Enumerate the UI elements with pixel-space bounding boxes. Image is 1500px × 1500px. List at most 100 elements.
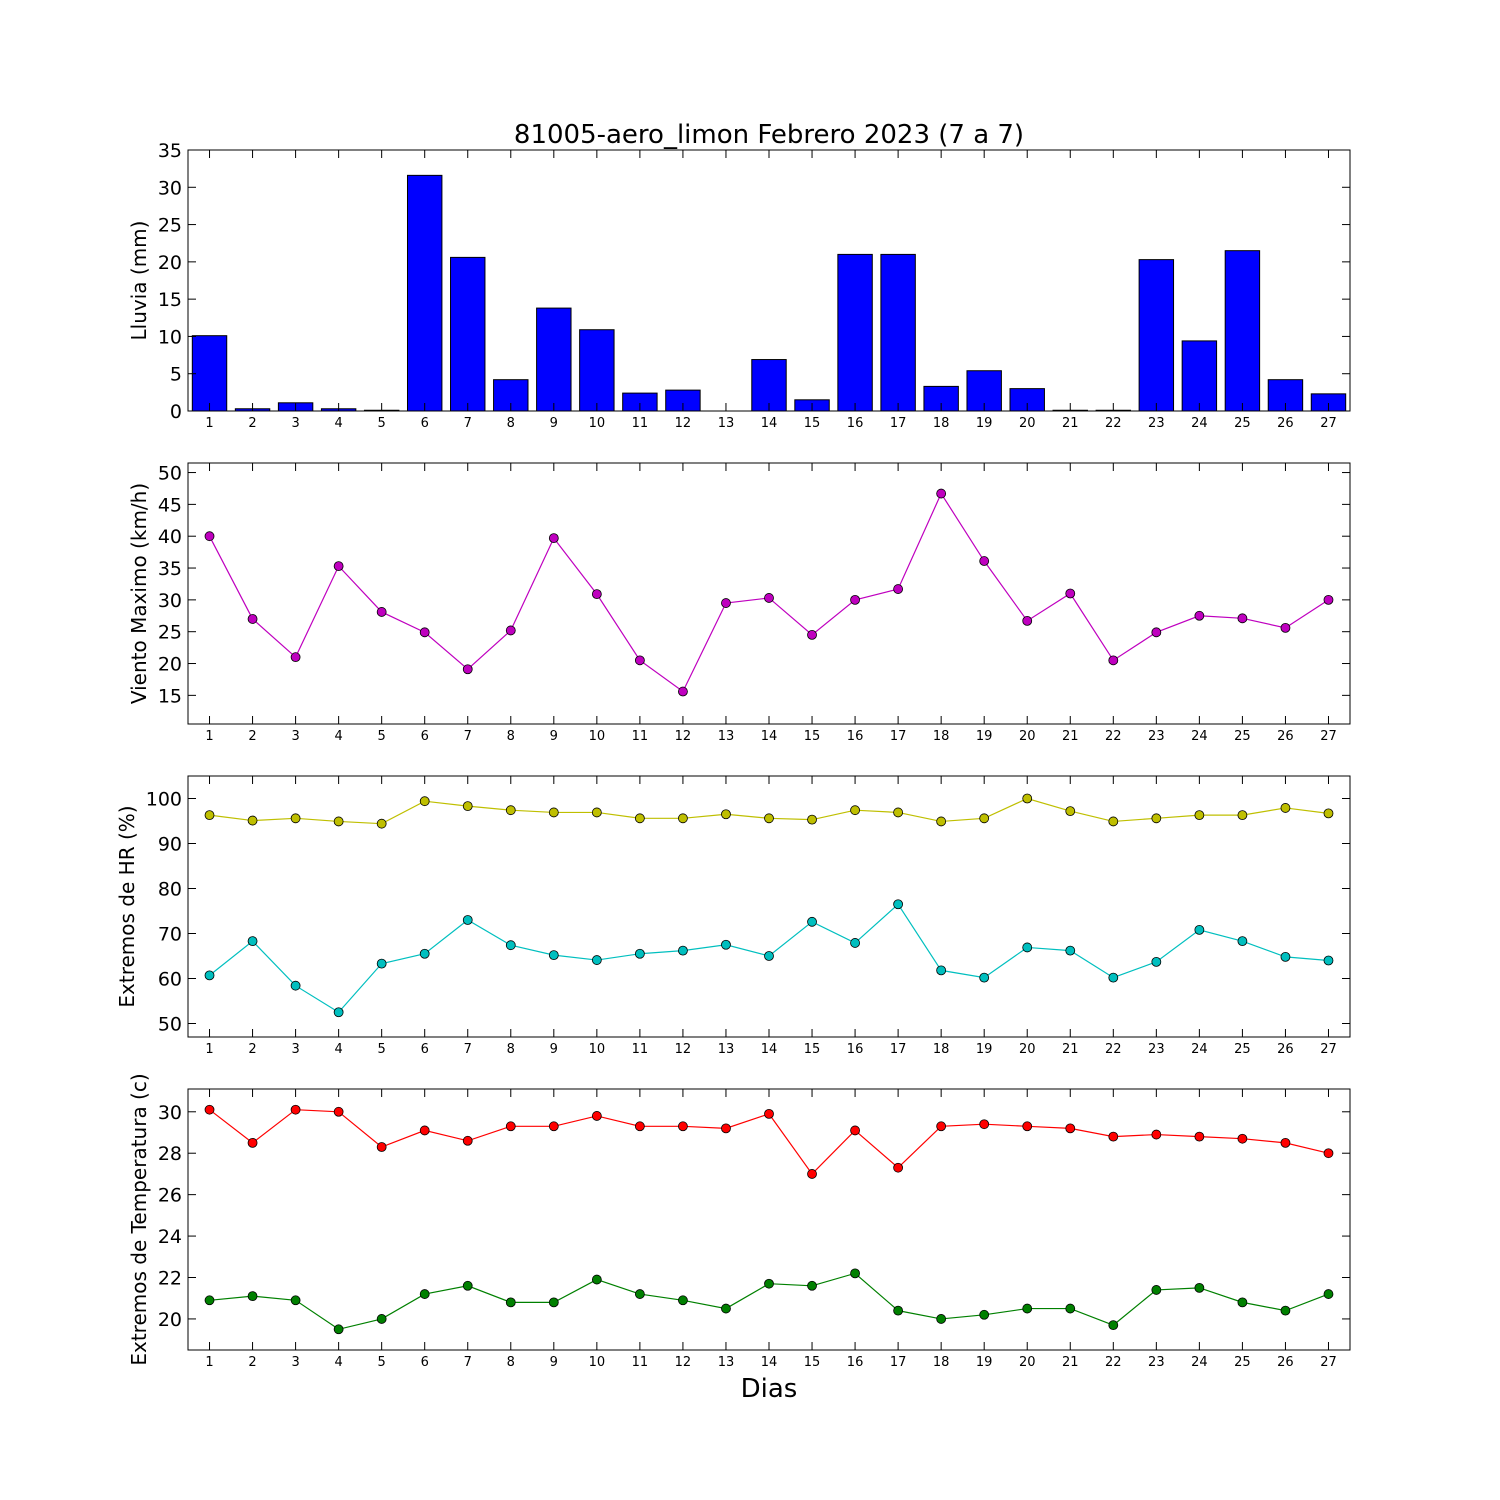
y-tick-label: 35 xyxy=(158,140,182,162)
point-series-2-day-3 xyxy=(290,1295,301,1306)
x-tick-label: 2 xyxy=(248,729,256,744)
point-series-1-day-23 xyxy=(1151,627,1162,638)
point-series-2-day-15 xyxy=(807,1280,817,1291)
x-tick-label: 9 xyxy=(550,416,558,431)
x-tick-label: 17 xyxy=(890,1042,907,1057)
x-tick-label: 25 xyxy=(1234,1042,1251,1057)
point-series-2-day-17 xyxy=(893,1305,904,1316)
point-series-1-day-16 xyxy=(850,1125,860,1136)
x-tick-label: 5 xyxy=(378,1042,386,1057)
x-tick-label: 23 xyxy=(1148,1042,1165,1057)
x-tick-label: 6 xyxy=(421,1042,429,1057)
point-series-1-day-3 xyxy=(290,813,301,824)
point-series-1-day-3 xyxy=(290,652,301,663)
point-series-2-day-3 xyxy=(290,980,301,991)
x-tick-label: 13 xyxy=(718,729,735,744)
bar-day-14 xyxy=(751,359,787,412)
point-series-2-day-14 xyxy=(764,1278,774,1289)
point-series-1-day-13 xyxy=(721,809,731,820)
x-tick-label: 5 xyxy=(378,1355,386,1370)
x-tick-label: 8 xyxy=(507,416,515,431)
x-tick-label: 10 xyxy=(589,1355,606,1370)
point-series-2-day-12 xyxy=(678,945,688,956)
point-series-2-day-25 xyxy=(1237,936,1248,947)
x-tick-label: 9 xyxy=(550,1355,558,1370)
point-series-2-day-6 xyxy=(419,948,430,959)
point-series-2-day-8 xyxy=(505,940,516,951)
point-series-1-day-9 xyxy=(548,533,559,544)
y-tick-label: 0 xyxy=(170,401,182,423)
bar-day-6 xyxy=(406,174,443,412)
point-series-1-day-16 xyxy=(850,805,860,816)
x-tick-label: 24 xyxy=(1191,729,1208,744)
point-series-1-day-5 xyxy=(376,607,387,617)
point-series-1-day-4 xyxy=(333,816,344,827)
x-tick-label: 9 xyxy=(550,1042,558,1057)
x-tick-label: 25 xyxy=(1234,416,1251,431)
x-tick-label: 23 xyxy=(1148,416,1165,431)
x-tick-label: 1 xyxy=(205,729,213,744)
point-series-1-day-15 xyxy=(807,1169,817,1179)
x-tick-label: 17 xyxy=(890,1355,907,1370)
point-series-1-day-13 xyxy=(721,1123,731,1134)
y-tick-label: 25 xyxy=(158,215,182,237)
y-tick-label: 20 xyxy=(158,1309,182,1331)
bar-day-7 xyxy=(450,256,486,412)
x-tick-label: 3 xyxy=(291,1355,299,1370)
x-tick-label: 4 xyxy=(334,1355,342,1370)
y-tick-label: 45 xyxy=(158,494,182,516)
point-series-2-day-20 xyxy=(1022,942,1033,953)
point-series-2-day-23 xyxy=(1151,1285,1162,1295)
y-tick-label: 10 xyxy=(158,326,182,348)
point-series-1-day-17 xyxy=(893,584,904,594)
point-series-1-day-14 xyxy=(764,1108,774,1119)
y-tick-label: 90 xyxy=(158,834,182,856)
point-series-2-day-13 xyxy=(721,1303,731,1314)
point-series-1-day-11 xyxy=(634,813,645,824)
x-tick-label: 14 xyxy=(761,1042,778,1057)
point-series-1-day-7 xyxy=(462,664,473,675)
x-tick-label: 10 xyxy=(589,416,606,431)
point-series-1-day-20 xyxy=(1022,1121,1033,1132)
bar-day-9 xyxy=(536,307,572,412)
point-series-2-day-13 xyxy=(721,939,731,950)
point-series-1-day-18 xyxy=(936,1121,947,1132)
point-series-2-day-9 xyxy=(548,950,559,960)
y-tick-label: 35 xyxy=(158,558,182,580)
point-series-2-day-7 xyxy=(462,1280,473,1291)
point-series-1-day-23 xyxy=(1151,1129,1162,1140)
point-series-1-day-2 xyxy=(247,614,258,624)
point-series-1-day-2 xyxy=(247,815,258,826)
point-series-1-day-24 xyxy=(1194,810,1205,821)
point-series-1-day-8 xyxy=(505,1121,516,1132)
x-tick-label: 9 xyxy=(550,729,558,744)
point-series-1-day-3 xyxy=(290,1104,301,1115)
x-tick-label: 15 xyxy=(804,1355,821,1370)
bar-day-16 xyxy=(837,253,873,412)
point-series-1-day-12 xyxy=(678,813,688,824)
y-axis-label: Extremos de HR (%) xyxy=(115,805,139,1007)
x-tick-label: 24 xyxy=(1191,1355,1208,1370)
point-series-1-day-4 xyxy=(333,561,344,572)
point-series-1-day-7 xyxy=(462,1135,473,1146)
x-tick-label: 25 xyxy=(1234,1355,1251,1370)
point-series-2-day-11 xyxy=(634,1289,645,1299)
point-series-1-day-6 xyxy=(419,627,430,638)
y-tick-label: 25 xyxy=(158,622,182,644)
chart-title: 81005-aero_limon Febrero 2023 (7 a 7) xyxy=(514,120,1024,150)
x-tick-label: 8 xyxy=(507,729,515,744)
x-tick-label: 19 xyxy=(976,1355,993,1370)
bar-day-1 xyxy=(191,335,228,412)
point-series-2-day-14 xyxy=(764,951,774,961)
point-series-1-day-25 xyxy=(1237,810,1248,821)
point-series-1-day-10 xyxy=(591,589,602,600)
y-tick-label: 20 xyxy=(158,654,182,676)
point-series-2-day-11 xyxy=(634,948,645,959)
x-tick-label: 27 xyxy=(1320,1355,1337,1370)
x-tick-label: 18 xyxy=(933,416,950,431)
point-series-1-day-6 xyxy=(419,796,430,807)
x-tick-label: 13 xyxy=(718,1355,735,1370)
